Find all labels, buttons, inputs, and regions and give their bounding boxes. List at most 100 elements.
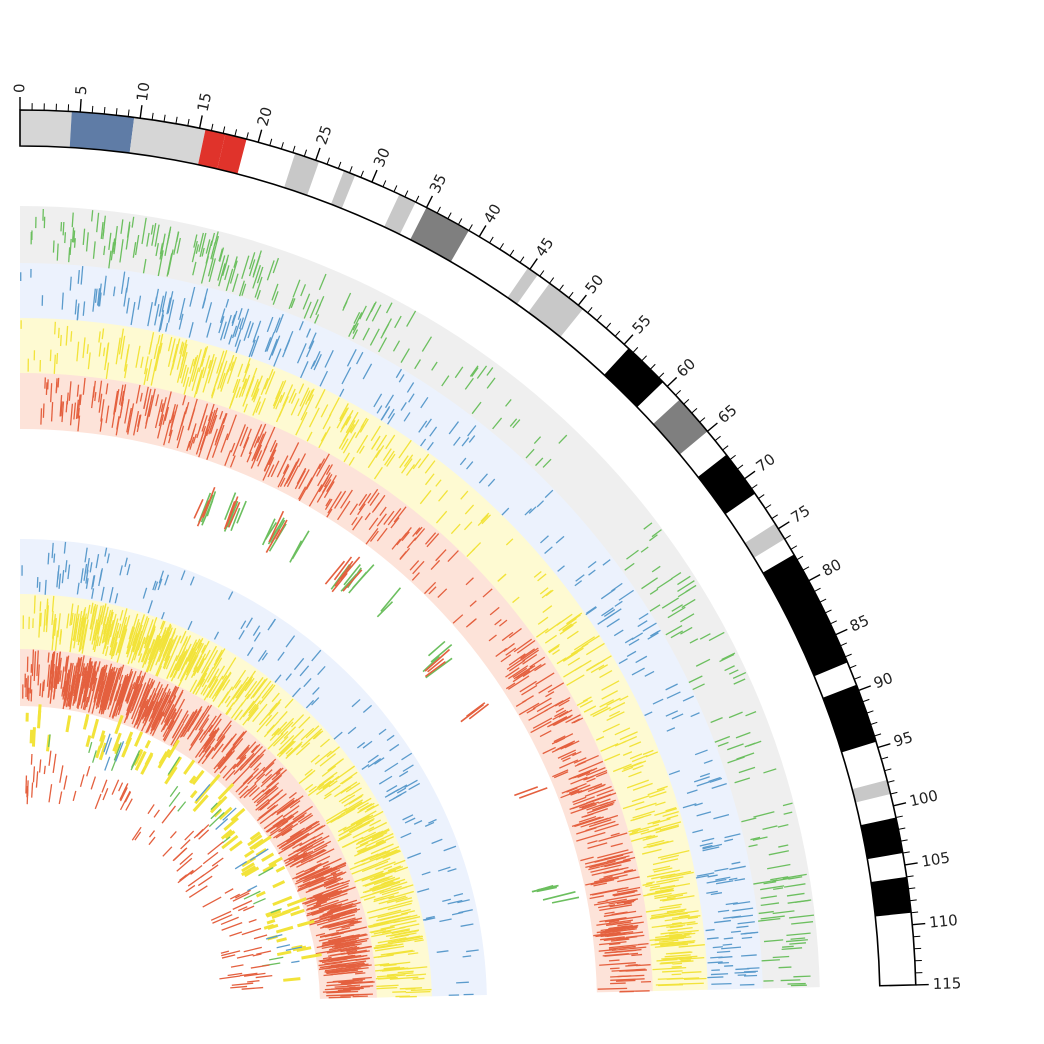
track-mark xyxy=(373,891,399,901)
track-mark xyxy=(275,767,284,775)
track-mark xyxy=(334,943,355,949)
track-mark xyxy=(573,717,584,724)
track-mark xyxy=(157,632,170,661)
track-mark xyxy=(302,890,339,905)
track-mark xyxy=(532,717,553,729)
track-mark xyxy=(512,670,531,683)
track-mark xyxy=(386,453,396,467)
minor-tick xyxy=(784,534,791,540)
track-mark xyxy=(606,697,621,706)
track-mark xyxy=(41,681,44,698)
track-mark xyxy=(276,455,289,478)
track-mark xyxy=(638,612,649,620)
inner-tick xyxy=(241,862,255,873)
inner-tick xyxy=(131,826,142,841)
track-mark xyxy=(340,786,352,794)
minor-tick xyxy=(436,206,441,214)
track-mark xyxy=(56,353,59,365)
track-mark xyxy=(191,240,198,263)
track-mark xyxy=(217,360,228,390)
track-mark xyxy=(326,969,358,975)
track-mark xyxy=(270,460,280,478)
link-mark xyxy=(228,501,241,528)
track-mark xyxy=(134,616,149,655)
track-mark xyxy=(102,615,107,627)
track-mark xyxy=(157,697,163,708)
inner-tick xyxy=(191,769,205,786)
track-mark xyxy=(219,308,226,324)
track-mark xyxy=(644,711,653,717)
minor-tick xyxy=(802,566,810,571)
track-mark xyxy=(537,616,549,625)
track-mark xyxy=(618,658,628,665)
track-mark xyxy=(619,695,629,702)
track-mark xyxy=(392,793,402,800)
track-mark xyxy=(505,667,520,678)
track-mark xyxy=(501,631,514,642)
track-mark xyxy=(376,513,387,527)
track-inner-red xyxy=(20,649,377,999)
track-background xyxy=(20,263,763,990)
track-mark xyxy=(732,907,754,912)
track-mark xyxy=(245,379,254,399)
track-mark xyxy=(371,436,380,450)
inner-tick xyxy=(161,805,176,824)
track-mark xyxy=(552,649,560,655)
inner-tick xyxy=(25,775,28,794)
track-mark xyxy=(519,680,537,693)
inner-tick xyxy=(63,775,68,790)
track-mark xyxy=(649,534,658,542)
track-mark xyxy=(51,671,55,693)
track-mark xyxy=(196,661,204,674)
track-mark xyxy=(241,255,250,280)
tick-label: 50 xyxy=(581,271,607,297)
track-mark xyxy=(727,743,744,751)
inner-tick xyxy=(208,811,225,828)
track-mark xyxy=(271,335,281,356)
track-mark xyxy=(599,962,636,966)
track-mark xyxy=(667,606,686,619)
track-mark xyxy=(526,707,536,714)
track-mark xyxy=(581,801,600,809)
track-mark xyxy=(279,740,295,755)
track-mark xyxy=(314,864,347,880)
track-mark xyxy=(86,604,91,620)
track-mark xyxy=(598,664,609,671)
track-mark xyxy=(684,932,696,936)
track-mark xyxy=(102,623,107,635)
track-mark xyxy=(179,297,186,321)
track-mark xyxy=(229,260,238,284)
track-mark xyxy=(728,877,738,881)
track-mark xyxy=(167,249,174,275)
track-mark xyxy=(177,643,192,672)
track-mark xyxy=(259,680,272,696)
track-mark xyxy=(47,552,50,565)
inner-tick xyxy=(194,786,211,805)
track-mark xyxy=(600,936,625,941)
track-mark xyxy=(400,402,407,411)
track-mark xyxy=(300,727,315,741)
track-mark xyxy=(598,904,616,909)
track-mark xyxy=(162,718,170,731)
track-mark xyxy=(695,658,711,667)
minor-tick xyxy=(292,145,296,153)
track-mark xyxy=(328,934,354,942)
track-mark xyxy=(777,824,789,828)
link-mark xyxy=(425,657,453,679)
track-mark xyxy=(68,247,71,263)
track-mark xyxy=(394,932,417,938)
track-mark xyxy=(342,836,364,848)
track-mark xyxy=(71,212,74,228)
track-mark xyxy=(515,699,527,708)
track-mark xyxy=(325,812,346,825)
track-mark xyxy=(610,832,620,837)
track-mark xyxy=(364,512,371,521)
track-mark xyxy=(275,823,299,839)
track-mark xyxy=(206,428,218,460)
track-mark xyxy=(341,438,349,451)
track-mark xyxy=(560,752,577,761)
track-mark xyxy=(665,951,691,955)
track-mark xyxy=(232,378,239,394)
track-mark xyxy=(72,658,81,697)
minor-tick xyxy=(771,514,778,520)
